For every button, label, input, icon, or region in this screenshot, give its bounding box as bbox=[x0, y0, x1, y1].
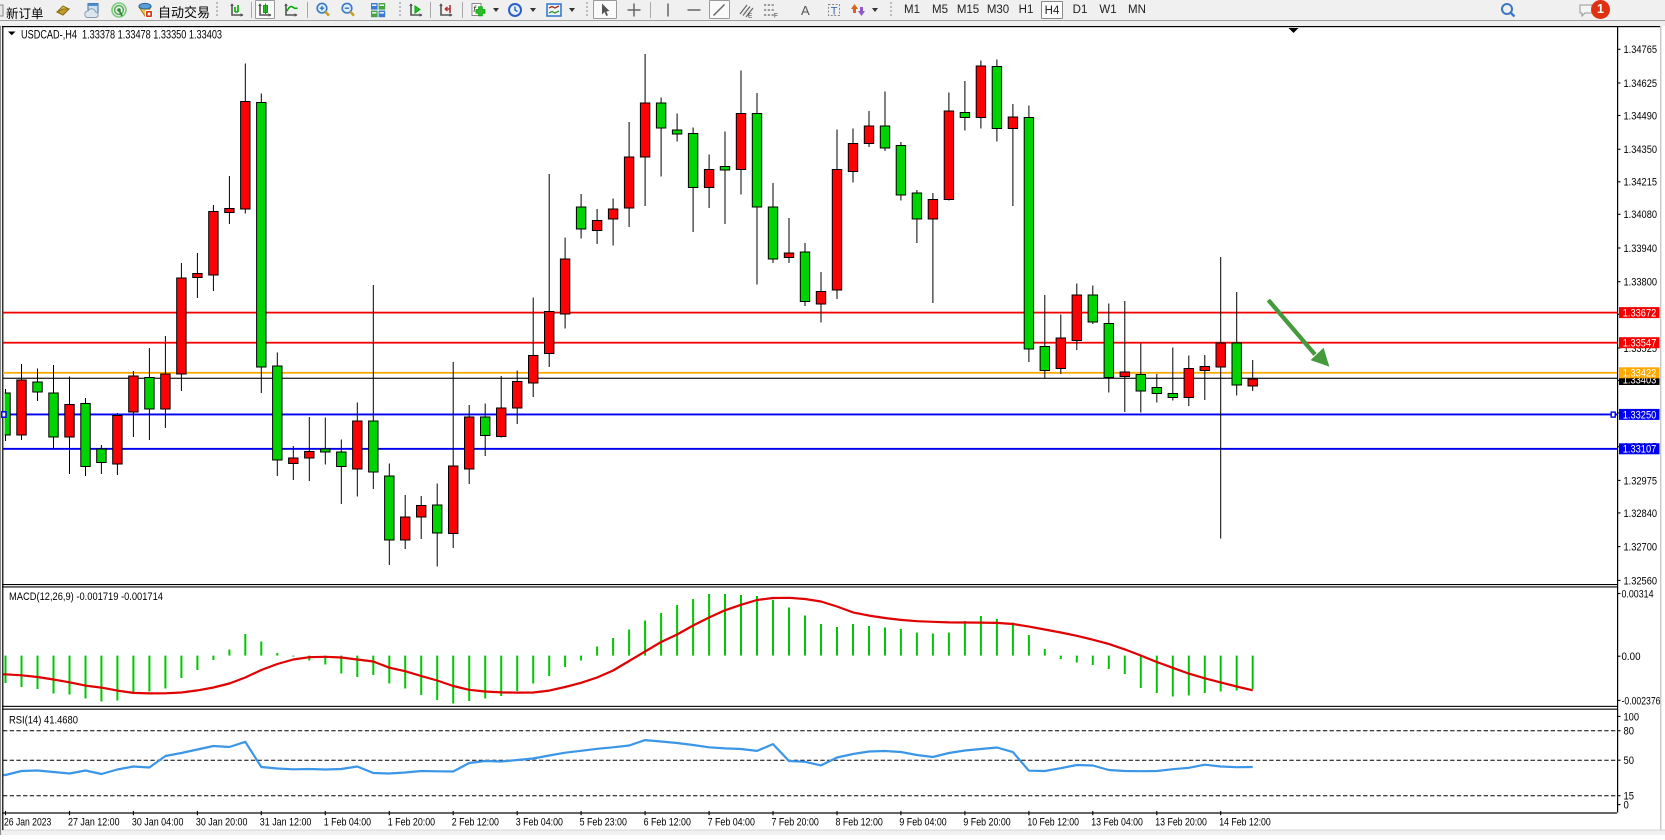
svg-text:7 Feb 20:00: 7 Feb 20:00 bbox=[772, 817, 819, 829]
svg-text:1.32560: 1.32560 bbox=[1624, 575, 1658, 587]
svg-text:80: 80 bbox=[1624, 726, 1635, 738]
svg-text:A: A bbox=[801, 3, 810, 18]
svg-text:F: F bbox=[774, 13, 778, 19]
svg-text:1.32700: 1.32700 bbox=[1624, 542, 1658, 554]
svg-text:2 Feb 12:00: 2 Feb 12:00 bbox=[452, 817, 499, 829]
svg-text:1.33422: 1.33422 bbox=[1623, 368, 1657, 380]
svg-text:100: 100 bbox=[1624, 711, 1640, 723]
svg-text:13 Feb 04:00: 13 Feb 04:00 bbox=[1091, 817, 1143, 829]
svg-text:RSI(14) 41.4680: RSI(14) 41.4680 bbox=[9, 715, 78, 727]
svg-text:1.34350: 1.34350 bbox=[1624, 144, 1658, 156]
svg-text:8 Feb 12:00: 8 Feb 12:00 bbox=[836, 817, 883, 829]
svg-text:3 Feb 04:00: 3 Feb 04:00 bbox=[516, 817, 563, 829]
svg-text:13 Feb 20:00: 13 Feb 20:00 bbox=[1155, 817, 1207, 829]
svg-text:7 Feb 04:00: 7 Feb 04:00 bbox=[708, 817, 755, 829]
svg-text:1.34765: 1.34765 bbox=[1624, 44, 1658, 56]
svg-text:30 Jan 04:00: 30 Jan 04:00 bbox=[132, 817, 184, 829]
svg-text:26 Jan 2023: 26 Jan 2023 bbox=[4, 817, 51, 829]
svg-text:6 Feb 12:00: 6 Feb 12:00 bbox=[644, 817, 691, 829]
svg-text:1.34625: 1.34625 bbox=[1624, 78, 1658, 90]
svg-text:0: 0 bbox=[1624, 800, 1629, 812]
svg-text:10 Feb 12:00: 10 Feb 12:00 bbox=[1027, 817, 1079, 829]
svg-text:50: 50 bbox=[1624, 755, 1635, 767]
svg-text:1.33107: 1.33107 bbox=[1623, 444, 1657, 456]
svg-text:14 Feb 12:00: 14 Feb 12:00 bbox=[1219, 817, 1271, 829]
svg-text:15: 15 bbox=[1624, 791, 1635, 803]
svg-text:0.00314: 0.00314 bbox=[1622, 588, 1654, 600]
svg-text:1.33250: 1.33250 bbox=[1623, 409, 1657, 421]
svg-text:30 Jan 20:00: 30 Jan 20:00 bbox=[196, 817, 248, 829]
svg-text:-0.002376: -0.002376 bbox=[1622, 695, 1661, 707]
svg-text:1.32840: 1.32840 bbox=[1624, 508, 1658, 520]
svg-text:5 Feb 23:00: 5 Feb 23:00 bbox=[580, 817, 627, 829]
svg-text:31 Jan 12:00: 31 Jan 12:00 bbox=[260, 817, 312, 829]
svg-text:9 Feb 04:00: 9 Feb 04:00 bbox=[899, 817, 946, 829]
svg-text:27 Jan 12:00: 27 Jan 12:00 bbox=[68, 817, 120, 829]
svg-text:1.34080: 1.34080 bbox=[1624, 209, 1658, 221]
svg-text:0.00: 0.00 bbox=[1622, 651, 1641, 663]
svg-text:1.33940: 1.33940 bbox=[1624, 243, 1658, 255]
svg-text:E: E bbox=[748, 13, 753, 19]
svg-text:1.33547: 1.33547 bbox=[1623, 338, 1657, 350]
svg-text:1.33672: 1.33672 bbox=[1623, 308, 1657, 320]
svg-text:1 Feb 04:00: 1 Feb 04:00 bbox=[324, 817, 371, 829]
svg-text:T: T bbox=[831, 5, 838, 17]
svg-text:MACD(12,26,9) -0.001719 -0.001: MACD(12,26,9) -0.001719 -0.001714 bbox=[9, 591, 163, 603]
svg-text:1 Feb 20:00: 1 Feb 20:00 bbox=[388, 817, 435, 829]
svg-text:USDCAD-,H4 1.33378 1.33478 1.: USDCAD-,H4 1.33378 1.33478 1.33350 1.334… bbox=[21, 29, 222, 41]
svg-text:1.33800: 1.33800 bbox=[1624, 277, 1658, 289]
svg-text:f: f bbox=[473, 4, 477, 14]
svg-text:9 Feb 20:00: 9 Feb 20:00 bbox=[963, 817, 1010, 829]
svg-text:1.32975: 1.32975 bbox=[1624, 475, 1658, 487]
svg-text:1.34215: 1.34215 bbox=[1624, 177, 1658, 189]
svg-text:1.34490: 1.34490 bbox=[1624, 110, 1658, 122]
